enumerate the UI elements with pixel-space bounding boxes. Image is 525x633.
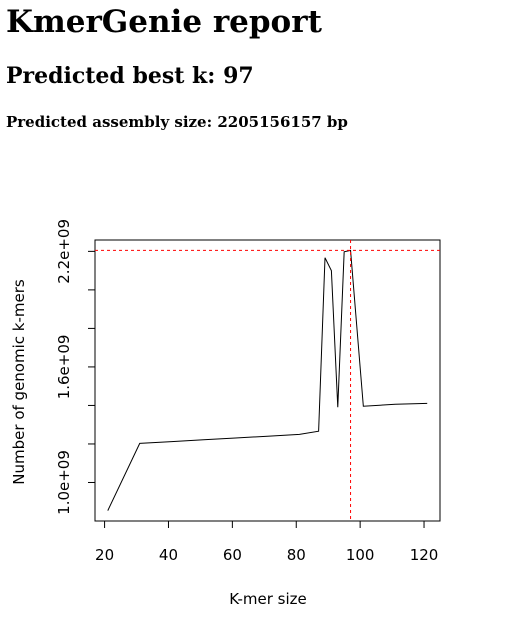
plot-frame — [94, 239, 441, 522]
report-title: KmerGenie report — [6, 4, 323, 40]
best-k: Predicted best k: 97 — [6, 63, 254, 89]
x-tick-label: 120 — [410, 546, 439, 564]
x-tick-label: 80 — [287, 546, 306, 564]
y-tick-label: 2.2e+09 — [55, 219, 73, 284]
x-axis-label: K-mer size — [229, 590, 307, 608]
data-line — [107, 249, 428, 511]
x-tick-label: 20 — [95, 546, 114, 564]
x-tick-label: 60 — [223, 546, 242, 564]
y-tick-label: 1.6e+09 — [55, 335, 73, 400]
y-tick-label: 1.0e+09 — [55, 450, 73, 515]
x-tick-label: 100 — [346, 546, 375, 564]
y-axis-label: Number of genomic k-mers — [10, 279, 28, 485]
x-tick-label: 40 — [159, 546, 178, 564]
assembly-size: Predicted assembly size: 2205156157 bp — [6, 113, 348, 131]
